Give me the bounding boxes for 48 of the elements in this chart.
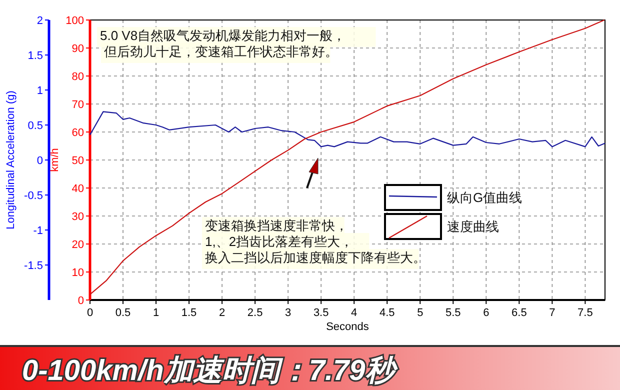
annotation: 换入二挡以后加速度幅度下降有些大。: [205, 250, 426, 265]
y2-tick-label: -1.5: [24, 260, 43, 272]
y-tick-label: 40: [72, 183, 84, 195]
y2-tick-label: 2: [36, 15, 43, 27]
x-tick-label: 3: [285, 307, 292, 319]
y2-tick-label: -0.5: [24, 190, 43, 202]
y-tick-label: 0: [78, 295, 84, 307]
y2-tick-label: 0.5: [28, 120, 43, 132]
annotation: 5.0 V8自然吸气发动机爆发能力相对一般，: [100, 28, 346, 43]
y-tick-label: 90: [72, 43, 84, 55]
y2-tick-label: 1.5: [28, 50, 43, 62]
line-series: [89, 111, 606, 148]
annotation: 1,、2挡齿比落差有些大，: [205, 234, 354, 249]
x-axis-title: Seconds: [326, 321, 370, 333]
y-tick-label: 70: [72, 99, 84, 111]
legend-label: 纵向G值曲线: [447, 190, 522, 205]
line-series: [89, 19, 605, 295]
x-tick-label: 2.5: [247, 307, 263, 319]
y2-tick-label: 1: [36, 85, 43, 97]
annotation: 但后劲儿十足，变速箱工作状态非常好。: [104, 44, 338, 59]
y-tick-label: 60: [72, 127, 84, 139]
x-tick-label: 6: [483, 307, 490, 319]
y-tick-label: 100: [66, 15, 84, 27]
y-tick-label: 80: [72, 71, 84, 83]
x-tick-label: 7: [549, 307, 556, 319]
y-tick-label: 20: [72, 239, 84, 251]
y2-axis-title: Longitudinal Acceleration (g): [5, 90, 17, 230]
text: 0-100km/h加速时间：7.79秒: [22, 355, 398, 387]
x-tick-label: 0: [86, 307, 94, 319]
annotation: 变速箱换挡速度非常快，: [205, 218, 348, 233]
y2-tick-label: 0: [36, 155, 43, 167]
y2-tick-label: -1: [33, 225, 43, 237]
y-tick-label: 50: [72, 155, 84, 167]
y-tick-label: 10: [72, 267, 84, 279]
y-axis-title: km/h: [49, 148, 61, 172]
x-tick-label: 2: [218, 307, 226, 319]
x-tick-label: 4.5: [379, 307, 395, 319]
x-tick-label: 3.5: [313, 307, 329, 319]
x-tick-label: 7.5: [578, 307, 593, 319]
x-tick-label: 0.5: [115, 307, 131, 319]
x-tick-label: 1: [152, 307, 160, 319]
legend-label: 速度曲线: [447, 219, 499, 234]
x-tick-label: 6.5: [512, 307, 527, 319]
y-tick-label: 30: [72, 211, 84, 223]
x-tick-label: 5: [417, 307, 424, 319]
x-tick-label: 5.5: [445, 307, 461, 319]
x-tick-label: 1.5: [181, 307, 197, 319]
x-tick-label: 4: [351, 307, 358, 319]
